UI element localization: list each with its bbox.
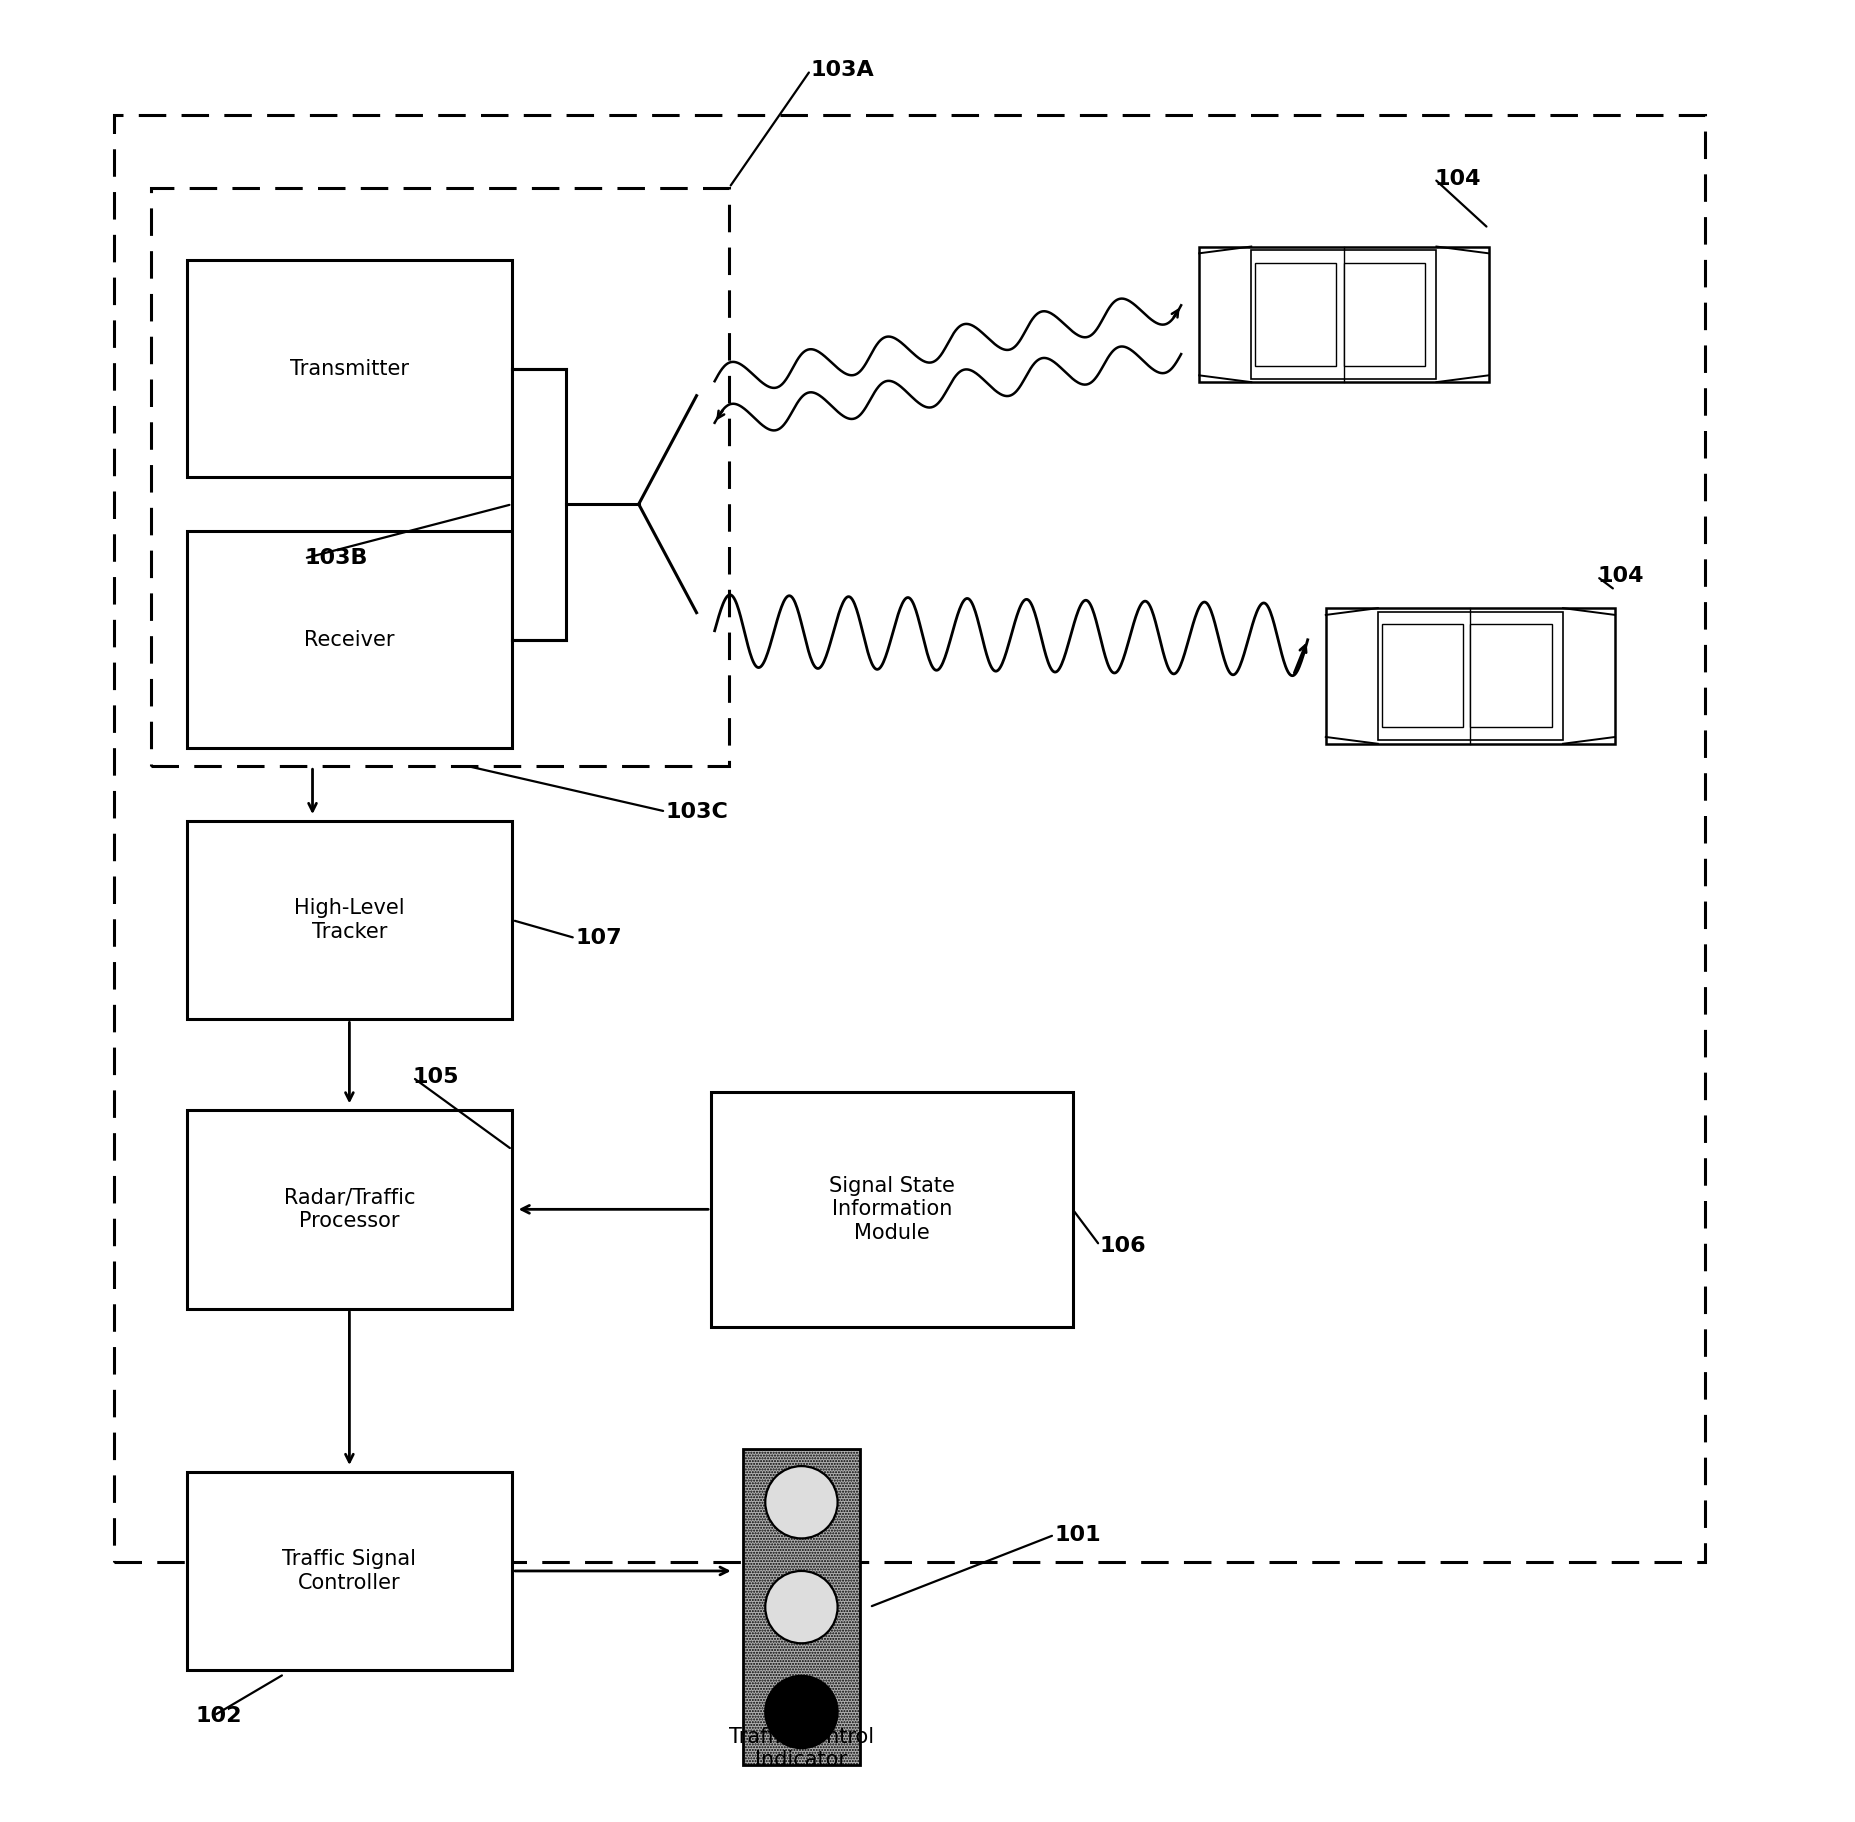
Bar — [1250, 250, 1436, 379]
Text: Transmitter: Transmitter — [289, 359, 408, 379]
Bar — [187, 820, 512, 1020]
Bar — [1198, 246, 1488, 383]
Text: 107: 107 — [575, 927, 621, 947]
Bar — [1324, 609, 1614, 743]
Bar — [1343, 262, 1425, 366]
Bar — [187, 261, 512, 477]
Text: 103C: 103C — [666, 802, 729, 822]
Bar — [1254, 262, 1336, 366]
Text: 104: 104 — [1434, 169, 1480, 189]
Text: 101: 101 — [1054, 1525, 1100, 1545]
Bar — [1376, 612, 1562, 740]
Circle shape — [764, 1467, 837, 1538]
Bar — [187, 1472, 512, 1671]
Bar — [1380, 625, 1462, 727]
Text: 106: 106 — [1100, 1235, 1146, 1255]
Text: Traffic Signal
Controller: Traffic Signal Controller — [282, 1549, 416, 1592]
Bar — [187, 1110, 512, 1308]
Bar — [150, 188, 729, 767]
Bar — [512, 368, 566, 640]
Circle shape — [764, 1676, 837, 1747]
Circle shape — [764, 1571, 837, 1643]
Bar — [742, 1448, 859, 1766]
Bar — [115, 115, 1705, 1561]
Bar — [1469, 625, 1551, 727]
Text: 102: 102 — [195, 1705, 243, 1725]
Text: Traffic Control
Indicator: Traffic Control Indicator — [729, 1727, 874, 1769]
Text: 103B: 103B — [304, 548, 367, 568]
Bar — [187, 532, 512, 749]
Text: 103A: 103A — [811, 60, 874, 80]
Text: 104: 104 — [1595, 567, 1644, 587]
Text: Receiver: Receiver — [304, 630, 395, 650]
Text: High-Level
Tracker: High-Level Tracker — [293, 898, 404, 942]
Text: Signal State
Information
Module: Signal State Information Module — [829, 1177, 953, 1243]
Text: 105: 105 — [412, 1068, 458, 1088]
Text: Radar/Traffic
Processor: Radar/Traffic Processor — [284, 1188, 416, 1232]
Bar — [710, 1091, 1072, 1326]
